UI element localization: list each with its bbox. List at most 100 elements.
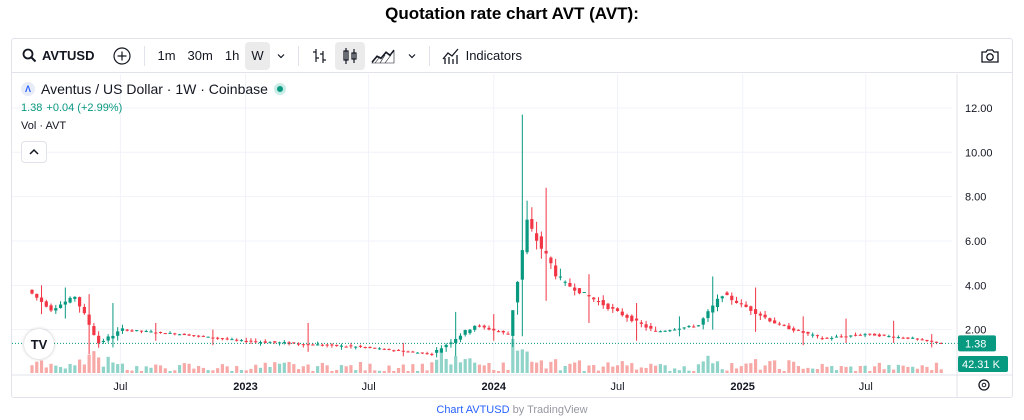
- candle-body[interactable]: [101, 340, 106, 342]
- candle-body[interactable]: [782, 324, 786, 326]
- candle-body[interactable]: [844, 336, 848, 338]
- candle-body[interactable]: [834, 336, 839, 338]
- candle-body[interactable]: [587, 295, 591, 297]
- candle-body[interactable]: [730, 295, 734, 301]
- candle-body[interactable]: [792, 328, 796, 331]
- candle-body[interactable]: [592, 297, 596, 300]
- candle-body[interactable]: [649, 325, 653, 329]
- candle-body[interactable]: [734, 300, 739, 303]
- candle-body[interactable]: [892, 336, 896, 338]
- candle-body[interactable]: [192, 335, 196, 337]
- candle-body[interactable]: [468, 329, 472, 334]
- candle-body[interactable]: [606, 303, 610, 309]
- candle-body[interactable]: [249, 340, 253, 342]
- candle-body[interactable]: [235, 339, 239, 341]
- candle-body[interactable]: [273, 341, 277, 343]
- candle-body[interactable]: [230, 339, 234, 341]
- tradingview-logo[interactable]: TV: [24, 329, 54, 359]
- candle-body[interactable]: [54, 308, 58, 311]
- candle-body[interactable]: [701, 318, 705, 325]
- candle-body[interactable]: [377, 348, 382, 350]
- candle-body[interactable]: [787, 325, 791, 330]
- candle-body[interactable]: [558, 276, 563, 278]
- candle-body[interactable]: [39, 297, 44, 302]
- candle-body[interactable]: [139, 330, 144, 332]
- candle-body[interactable]: [720, 296, 724, 299]
- candle-body[interactable]: [58, 304, 63, 308]
- candle-body[interactable]: [425, 353, 429, 355]
- candle-body[interactable]: [254, 341, 258, 343]
- candle-body[interactable]: [682, 327, 686, 329]
- candle-body[interactable]: [539, 236, 543, 249]
- candle-body[interactable]: [454, 338, 458, 343]
- candle-body[interactable]: [197, 335, 201, 337]
- collapse-legend-button[interactable]: [21, 141, 47, 163]
- candle-body[interactable]: [120, 328, 125, 331]
- candle-body[interactable]: [601, 300, 605, 306]
- candle-body[interactable]: [358, 345, 363, 347]
- candle-body[interactable]: [363, 347, 367, 349]
- candle-body[interactable]: [292, 342, 296, 344]
- candle-body[interactable]: [882, 334, 886, 336]
- candle-body[interactable]: [458, 335, 463, 340]
- candle-body[interactable]: [373, 347, 377, 349]
- candle-body[interactable]: [201, 335, 205, 337]
- candle-body[interactable]: [287, 342, 291, 345]
- candle-body[interactable]: [677, 328, 682, 330]
- candle-body[interactable]: [877, 334, 881, 337]
- candle-body[interactable]: [925, 339, 929, 341]
- candle-body[interactable]: [858, 334, 862, 336]
- candle-body[interactable]: [544, 250, 548, 254]
- candle-body[interactable]: [549, 257, 553, 264]
- settings-gear-icon[interactable]: [978, 379, 990, 391]
- candle-body[interactable]: [187, 334, 191, 336]
- candle-body[interactable]: [78, 297, 82, 307]
- candle-body[interactable]: [473, 325, 477, 330]
- candle-body[interactable]: [296, 343, 301, 345]
- candle-body[interactable]: [582, 292, 586, 294]
- candle-body[interactable]: [934, 341, 939, 343]
- candle-body[interactable]: [30, 289, 34, 294]
- candle-body[interactable]: [839, 336, 843, 338]
- candle-body[interactable]: [525, 219, 529, 253]
- candle-body[interactable]: [520, 250, 524, 280]
- candle-body[interactable]: [239, 340, 244, 342]
- volume-legend[interactable]: Vol · AVT: [21, 120, 67, 132]
- candle-body[interactable]: [573, 287, 577, 291]
- candle-body[interactable]: [158, 332, 163, 334]
- candle-body[interactable]: [554, 265, 558, 277]
- candle-body[interactable]: [806, 331, 810, 334]
- candle-body[interactable]: [492, 328, 496, 331]
- candle-body[interactable]: [135, 330, 139, 332]
- candle-body[interactable]: [535, 233, 539, 241]
- symbol-search-button[interactable]: AVTUSD: [12, 42, 100, 70]
- snapshot-button[interactable]: [974, 42, 1006, 70]
- candle-body[interactable]: [216, 337, 220, 339]
- candle-body[interactable]: [73, 296, 77, 299]
- area-chart-button[interactable]: [365, 42, 401, 70]
- candle-body[interactable]: [687, 325, 691, 327]
- candle-body[interactable]: [87, 314, 91, 325]
- candle-body[interactable]: [577, 288, 582, 294]
- candle-body[interactable]: [773, 320, 777, 324]
- candle-body[interactable]: [668, 330, 672, 332]
- candle-body[interactable]: [82, 306, 86, 314]
- candle-body[interactable]: [225, 338, 229, 340]
- candle-body[interactable]: [849, 335, 853, 337]
- candle-body[interactable]: [506, 333, 510, 335]
- candle-body[interactable]: [511, 310, 515, 336]
- candle-body[interactable]: [763, 314, 767, 318]
- candle-body[interactable]: [901, 337, 905, 339]
- candle-body[interactable]: [501, 330, 505, 333]
- chart-type-dropdown-button[interactable]: [401, 42, 423, 70]
- candle-body[interactable]: [796, 329, 801, 331]
- candle-body[interactable]: [420, 352, 424, 354]
- candle-body[interactable]: [211, 337, 215, 339]
- candle-body[interactable]: [316, 344, 320, 346]
- candle-body[interactable]: [906, 337, 910, 339]
- candle-body[interactable]: [777, 323, 781, 325]
- candle-body[interactable]: [749, 306, 753, 311]
- candle-body[interactable]: [406, 351, 410, 353]
- candle-body[interactable]: [149, 331, 153, 333]
